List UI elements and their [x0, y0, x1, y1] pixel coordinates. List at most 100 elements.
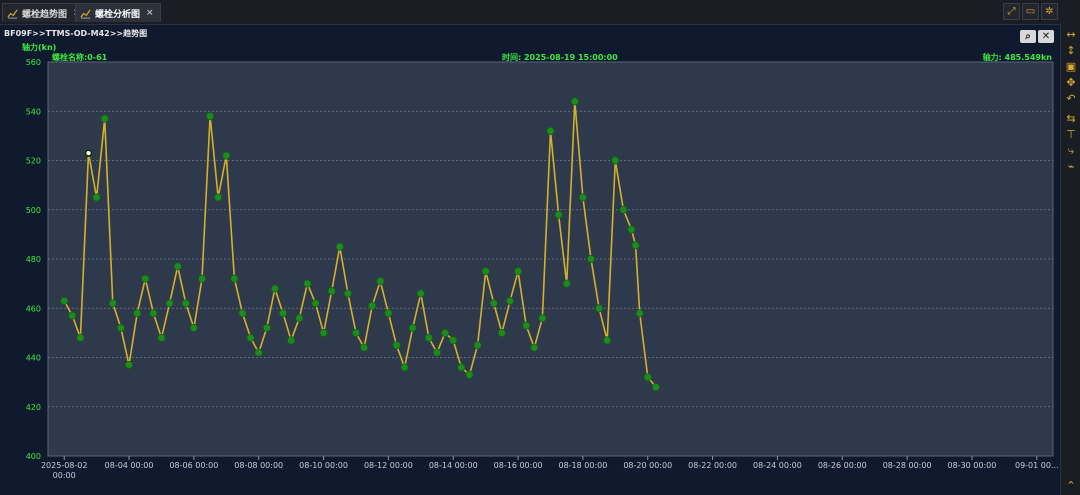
- data-point: [522, 321, 531, 330]
- double-chevron-up-icon[interactable]: ⌃: [1066, 479, 1076, 492]
- pin-icon[interactable]: ⊤: [1066, 128, 1076, 141]
- x-tick-label: 08-30 00:00: [948, 461, 997, 470]
- series-markers: [60, 97, 660, 392]
- data-point: [295, 314, 304, 323]
- data-point: [441, 328, 450, 337]
- flow-icon[interactable]: ⤷: [1067, 144, 1075, 157]
- data-point: [214, 193, 223, 202]
- x-tick-label: 08-08 00:00: [234, 461, 283, 470]
- data-point: [595, 304, 604, 313]
- data-point: [651, 383, 660, 392]
- data-point: [400, 363, 409, 372]
- undo-icon[interactable]: ↶: [1066, 92, 1076, 105]
- data-point: [611, 156, 620, 165]
- data-point: [303, 279, 312, 288]
- search-icon[interactable]: ⌕: [1020, 30, 1036, 43]
- swap-icon[interactable]: ⇆: [1066, 112, 1076, 125]
- y-tick-label: 400: [26, 452, 41, 461]
- data-point: [562, 279, 571, 288]
- vertical-resize-icon[interactable]: ↕: [1066, 44, 1076, 57]
- data-point: [481, 267, 490, 276]
- data-point: [149, 309, 158, 318]
- data-point: [270, 284, 279, 293]
- x-tick-label: 08-24 00:00: [753, 461, 802, 470]
- side-toolbar: ↔ ↕ ▣ ✥ ↶ ⇆ ⊤ ⤷ ⌁ ⌃: [1060, 24, 1080, 495]
- data-point: [384, 309, 393, 318]
- y-tick-label: 480: [26, 255, 41, 264]
- x-tick-label: 08-26 00:00: [818, 461, 867, 470]
- data-point: [497, 328, 506, 337]
- hover-time: 时间: 2025-08-19 15:00:00: [502, 53, 618, 62]
- horizontal-resize-icon[interactable]: ↔: [1066, 28, 1076, 41]
- data-point: [530, 343, 539, 352]
- data-point: [489, 299, 498, 308]
- data-point: [368, 301, 377, 310]
- x-tick-label: 09-01 00...: [1015, 461, 1059, 470]
- data-point: [319, 328, 328, 337]
- expand-icon[interactable]: ⤢: [1003, 3, 1020, 20]
- data-point: [287, 336, 296, 345]
- data-point: [189, 323, 198, 332]
- highlight-point: [85, 149, 92, 157]
- data-point: [392, 341, 401, 350]
- x-tick-label: 08-28 00:00: [883, 461, 932, 470]
- tab-label: 螺栓分析图: [95, 9, 141, 20]
- x-tick-label: 08-04 00:00: [105, 461, 154, 470]
- tab-bolt-analysis[interactable]: 螺栓分析图 ×: [75, 3, 161, 22]
- data-point: [327, 286, 336, 295]
- dash-icon[interactable]: ⌁: [1067, 160, 1075, 173]
- hover-axial-force: 轴力: 485.549kn: [982, 53, 1052, 62]
- data-point: [408, 323, 417, 332]
- x-tick-label: 08-06 00:00: [169, 461, 218, 470]
- x-tick-label: 2025-08-02: [41, 461, 88, 470]
- data-point: [335, 242, 344, 251]
- plot-area: [47, 61, 1054, 457]
- x-tick-label: 08-22 00:00: [688, 461, 737, 470]
- data-point: [554, 210, 563, 219]
- comment-icon[interactable]: ▣: [1065, 60, 1077, 73]
- close-icon[interactable]: ✕: [1038, 30, 1054, 43]
- bolt-name: 螺栓名称:0-61: [52, 53, 108, 62]
- data-point: [92, 193, 101, 202]
- x-tick-label: 00:00: [53, 471, 76, 480]
- data-point: [246, 333, 255, 342]
- data-point: [351, 328, 360, 337]
- x-tick-label: 08-16 00:00: [494, 461, 543, 470]
- x-tick-label: 08-14 00:00: [429, 461, 478, 470]
- gear-icon[interactable]: ✲: [1041, 3, 1058, 20]
- data-point: [68, 311, 77, 320]
- data-point: [546, 127, 555, 136]
- data-point: [222, 151, 231, 160]
- folder-icon[interactable]: ▭: [1022, 3, 1039, 20]
- data-point: [311, 299, 320, 308]
- data-point: [141, 274, 150, 283]
- data-point: [376, 277, 385, 286]
- highlight-point: [85, 149, 92, 157]
- x-tick-label: 08-10 00:00: [299, 461, 348, 470]
- data-point: [100, 114, 109, 123]
- y-tick-label: 440: [26, 354, 41, 363]
- data-point: [133, 309, 142, 318]
- top-toolbar: ⤢ ▭ ✲: [1003, 3, 1058, 20]
- data-point: [60, 296, 69, 305]
- data-point: [76, 333, 85, 342]
- data-point: [505, 296, 514, 305]
- line-chart-icon: [7, 9, 18, 19]
- data-point: [238, 309, 247, 318]
- close-icon[interactable]: ×: [146, 8, 154, 18]
- x-tick-label: 08-12 00:00: [364, 461, 413, 470]
- data-point: [570, 97, 579, 106]
- move-icon[interactable]: ✥: [1066, 76, 1076, 89]
- data-point: [627, 225, 636, 234]
- y-tick-label: 420: [26, 403, 41, 412]
- data-point: [278, 309, 287, 318]
- data-point: [108, 299, 117, 308]
- data-point: [230, 274, 239, 283]
- data-point: [538, 314, 547, 323]
- breadcrumb: BF09F>>TTMS-OD-M42>>趋势图: [4, 29, 148, 38]
- y-tick-label: 520: [26, 157, 41, 166]
- data-point: [635, 309, 644, 318]
- tab-bar: 螺栓趋势图 × 螺栓分析图 × ⤢ ▭ ✲: [0, 0, 1080, 25]
- line-chart-icon: [80, 9, 91, 19]
